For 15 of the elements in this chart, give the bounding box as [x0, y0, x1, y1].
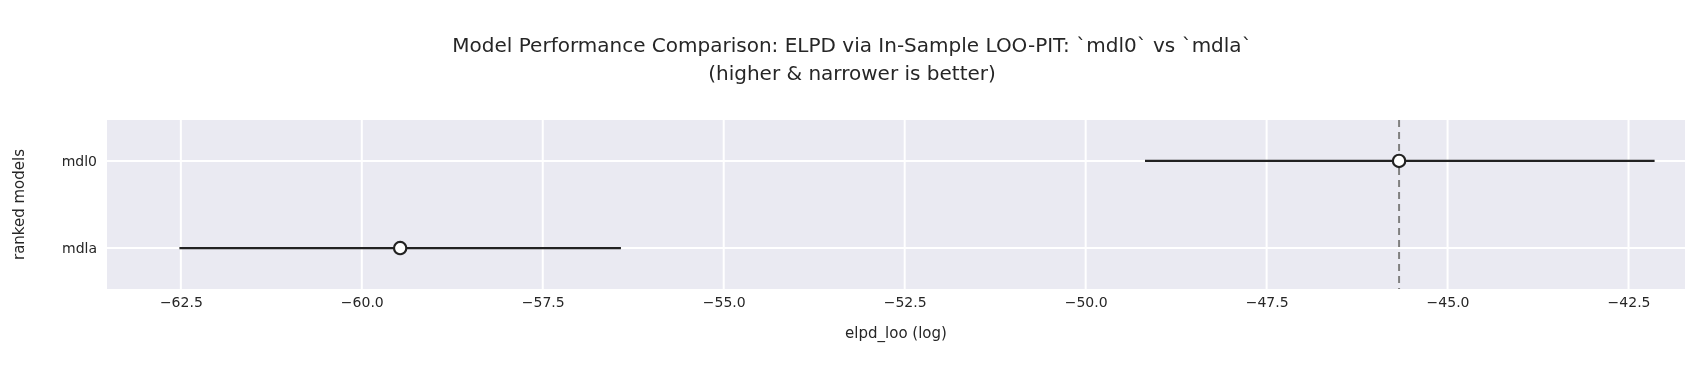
- y-tick-label: mdla: [62, 240, 97, 257]
- x-tick-label: −47.5: [1245, 293, 1289, 310]
- x-tick-label: −42.5: [1607, 293, 1651, 310]
- x-tick-label: −60.0: [340, 293, 384, 310]
- x-axis-title: elpd_loo (log): [845, 324, 947, 343]
- y-tick-label: mdl0: [61, 152, 97, 169]
- x-tick-label: −57.5: [521, 293, 565, 310]
- x-tick-label: −62.5: [159, 293, 203, 310]
- x-tick-label: −45.0: [1426, 293, 1470, 310]
- chart-subtitle: (higher & narrower is better): [708, 61, 996, 85]
- x-tick-label: −55.0: [702, 293, 746, 310]
- y-axis-title: ranked models: [10, 148, 28, 261]
- chart-title: Model Performance Comparison: ELPD via In-Sample LOO-PIT: `mdl0` vs `mdla`: [452, 33, 1252, 57]
- x-tick-label: −52.5: [883, 293, 927, 310]
- x-tick-label: −50.0: [1064, 293, 1108, 310]
